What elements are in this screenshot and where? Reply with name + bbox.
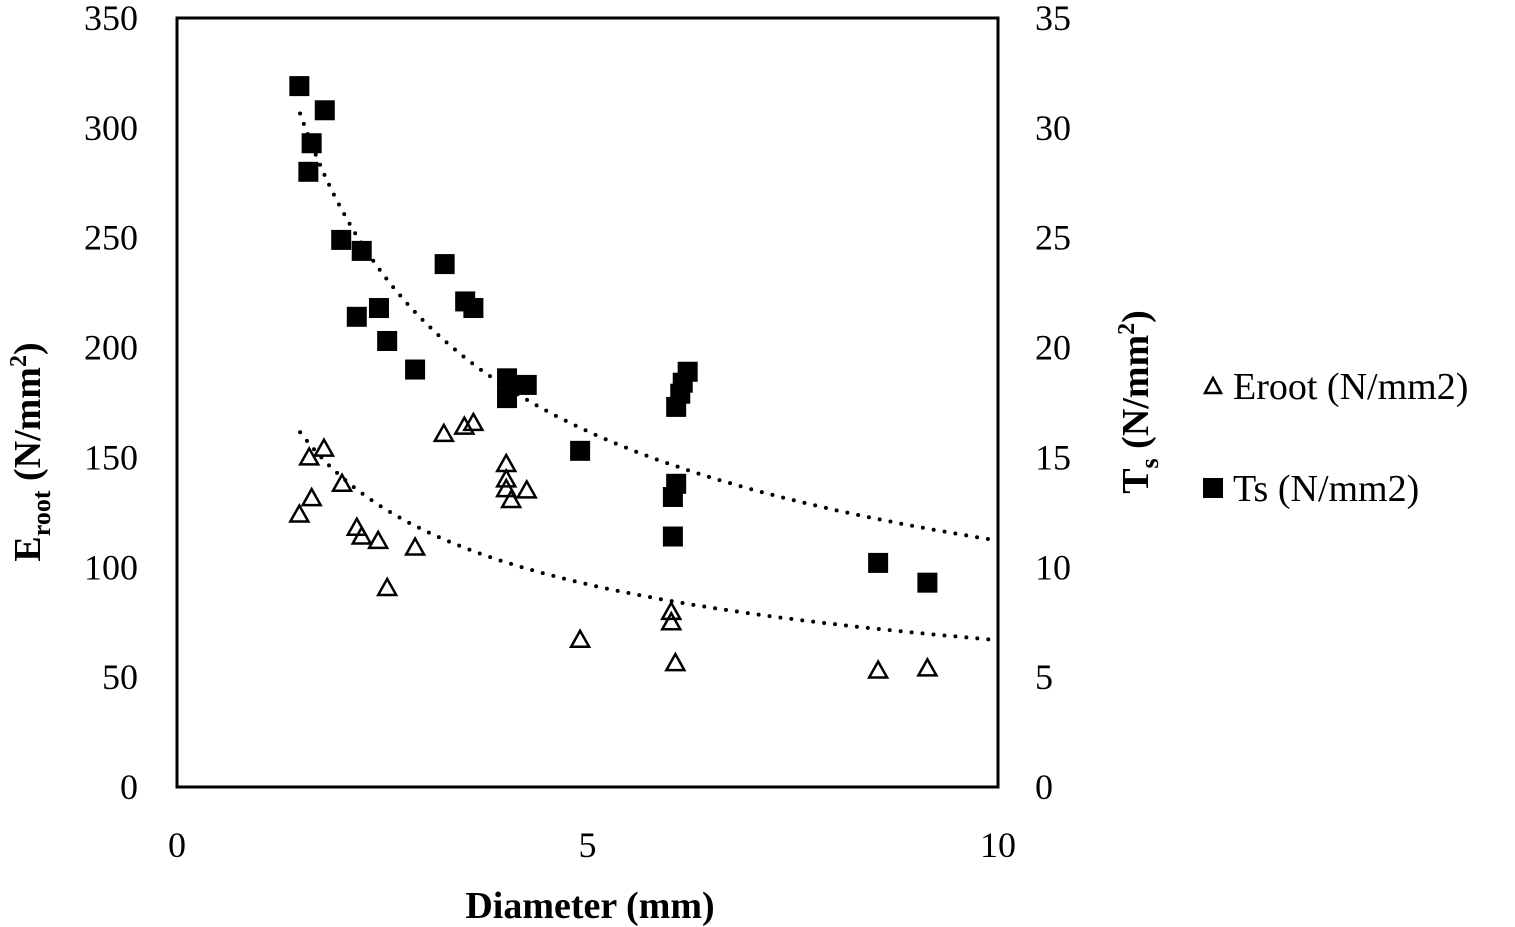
eroot-point [312,437,336,457]
ts-point [570,440,591,461]
ts-point [666,396,687,417]
eroot-point [660,610,683,631]
ts-point [497,388,518,409]
eroot-point [495,477,518,498]
y-tick-label: 200 [84,328,138,368]
y2-tick-label: 25 [1035,218,1071,258]
eroot-point [403,535,427,556]
eroot-point [367,529,390,550]
y-axis-label: Eroot (N/mm2) [6,342,56,561]
ts-point [289,76,310,97]
ts-point [405,359,426,380]
eroot-point [300,486,323,507]
eroot-point [660,600,683,621]
eroot-point [500,488,523,509]
ts-point [301,133,322,154]
ts-point [314,100,335,121]
trendline-0 [298,430,1000,643]
ts-point [434,254,455,275]
y2-tick-label: 30 [1035,108,1071,148]
eroot-point [568,628,592,649]
y2-axis-label: Ts (N/mm2) [1114,310,1164,494]
x-axis-label: Diameter (mm) [465,885,714,927]
y-tick-label: 0 [120,767,138,807]
eroot-point [515,478,538,499]
legend-label-ts: Ts (N/mm2) [1233,468,1419,510]
ts-point [298,161,319,182]
y2-tick-label: 20 [1035,328,1071,368]
eroot-point [495,467,518,488]
ts-point [331,229,352,250]
ts-point [662,526,683,547]
legend-square-marker [1203,478,1223,498]
eroot-point [866,659,890,679]
y2-tick-label: 35 [1035,0,1071,38]
eroot-point [664,651,687,672]
ts-point [516,374,537,395]
ts-point [917,572,938,593]
y2-tick-label: 15 [1035,437,1071,477]
ts-point [868,552,889,573]
eroot-point [432,422,455,443]
x-tick-label: 5 [579,825,597,865]
y2-tick-label: 10 [1035,547,1071,587]
eroot-point [350,524,373,545]
eroot-point [916,656,939,677]
legend-label-eroot: Eroot (N/mm2) [1233,366,1468,408]
y-tick-label: 250 [84,218,138,258]
eroot-point [462,411,485,432]
y2-tick-label: 0 [1035,767,1053,807]
trendline-1 [298,111,1000,543]
y2-tick-label: 5 [1035,657,1053,697]
y-tick-label: 100 [84,547,138,587]
y-tick-label: 300 [84,108,138,148]
ts-point [368,298,389,319]
eroot-point [288,503,311,523]
x-tick-label: 0 [168,825,186,865]
legend-triangle-marker [1202,375,1224,395]
y-tick-label: 350 [84,0,138,38]
ts-point [346,306,367,327]
y-tick-label: 150 [84,437,138,477]
ts-point [463,298,484,319]
y-tick-label: 50 [102,657,138,697]
eroot-point [376,576,399,597]
eroot-point [453,415,476,435]
ts-point [377,330,398,351]
ts-point [497,368,518,389]
plot-area [175,16,1000,789]
ts-point [662,486,683,507]
x-tick-label: 10 [980,825,1016,865]
ts-point [351,240,372,261]
legend: Eroot (N/mm2) Ts (N/mm2) [1202,366,1468,510]
eroot-point [330,472,354,493]
